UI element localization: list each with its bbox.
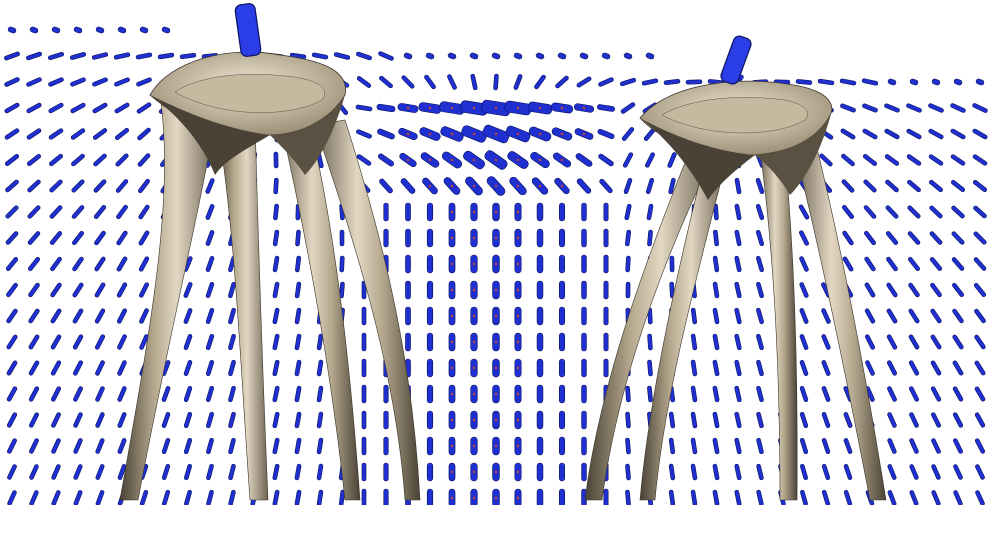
tensor-surface-right <box>584 80 887 501</box>
tensor-surface-left <box>119 51 421 501</box>
pointer-left <box>234 3 262 57</box>
pointer-right <box>720 35 752 85</box>
caption-area <box>0 505 996 558</box>
